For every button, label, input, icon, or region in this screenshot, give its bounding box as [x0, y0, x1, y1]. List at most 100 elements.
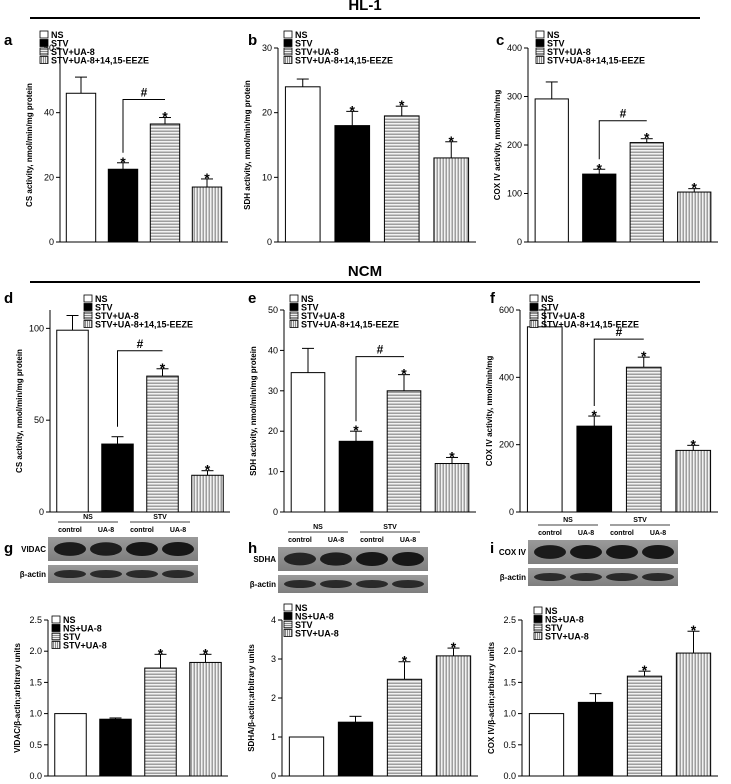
panel-letter: f — [490, 290, 496, 307]
panel-c: c 0 100 200 300 400 COX IV activity, nmol/min/… — [493, 30, 718, 247]
blot-band — [162, 542, 194, 556]
legend-label: STV+UA-8+14,15-EEZE — [51, 56, 149, 66]
bar-1 — [337, 721, 374, 777]
y-tick-label: 1.5 — [29, 677, 42, 687]
y-tick-label: 2.5 — [29, 615, 42, 625]
y-axis-label: CS activity, nmol/min/mg protein — [25, 83, 34, 207]
legend-swatch — [535, 39, 545, 47]
legend-swatch — [289, 311, 299, 320]
y-tick-label: 400 — [499, 372, 514, 382]
significance-star: * — [449, 448, 455, 464]
y-tick-label: 2.0 — [503, 646, 516, 656]
blot-band — [320, 552, 352, 566]
comparison-hash: # — [620, 107, 627, 121]
legend-label: STV+UA-8 — [63, 641, 107, 651]
blot-band-loading — [90, 570, 122, 578]
significance-star: * — [449, 133, 455, 149]
significance-star: * — [692, 180, 698, 196]
blot-lane-label: UA-8 — [328, 537, 344, 544]
legend-swatch — [283, 603, 293, 612]
legend-swatch — [283, 47, 293, 56]
legend-label: NS — [51, 30, 64, 40]
y-tick-label: 3 — [271, 654, 276, 664]
blot-strip-loading — [278, 575, 428, 593]
legend-label: STV — [295, 39, 313, 49]
blot-band-loading — [534, 573, 566, 581]
legend-label: STV — [541, 303, 559, 313]
y-axis-label: CS activity, nmol/min/mg protein — [15, 349, 24, 473]
bar-0 — [54, 713, 87, 777]
blot-group-label: STV — [633, 517, 647, 524]
significance-star: * — [402, 653, 408, 669]
blot-band — [356, 552, 388, 566]
legend-label: NS — [545, 606, 558, 616]
bar-2 — [625, 366, 662, 513]
bar-1 — [99, 718, 132, 777]
y-tick-label: 2.0 — [29, 646, 42, 656]
legend-label: STV+UA-8 — [301, 311, 345, 321]
y-tick-label: 0 — [517, 237, 522, 247]
panel-letter: c — [496, 32, 504, 49]
blot-band — [284, 552, 316, 566]
legend-swatch — [39, 56, 49, 64]
y-tick-label: 40 — [44, 108, 54, 118]
panel-e: e 0 10 20 30 40 50 SDH activity, nmol/min/mg pr… — [248, 290, 476, 517]
blot-band — [570, 545, 602, 559]
blot-band-loading — [54, 570, 86, 578]
legend-label: STV — [301, 303, 319, 313]
legend-label: STV+UA-8 — [295, 629, 339, 639]
legend-label: STV — [51, 39, 69, 49]
blot-lane-label: control — [130, 527, 154, 534]
bar-0 — [56, 329, 89, 513]
panel-b: b 0 10 20 30 SDH activity, nmol/min/mg protei… — [243, 30, 476, 247]
bar-3 — [433, 157, 470, 243]
blot-lane-label: UA-8 — [170, 527, 186, 534]
blot-band-loading — [356, 580, 388, 588]
panel-letter: b — [248, 32, 257, 49]
y-tick-label: 30 — [268, 386, 278, 396]
y-tick-label: 0.0 — [503, 771, 516, 781]
legend-swatch — [83, 294, 93, 303]
section-header-hl1: HL-1 — [30, 0, 700, 19]
legend-swatch — [529, 311, 539, 320]
legend-label: NS+UA-8 — [63, 624, 102, 634]
blot-lane-label: control — [58, 527, 82, 534]
bar-2 — [149, 123, 181, 243]
y-axis-label: SDH activity, nmol/min/mg protein — [243, 80, 252, 210]
y-tick-label: 0.5 — [503, 740, 516, 750]
western-blot: NS STV control UA-8 control UA-8 VIDAC β-actin — [20, 514, 198, 583]
blot-band — [606, 545, 638, 559]
section-header-ncm: NCM — [30, 263, 700, 283]
comparison-hash: # — [137, 337, 144, 351]
blot-group-label: NS — [563, 517, 573, 524]
legend-swatch — [283, 629, 293, 637]
y-axis-label: COX IV activity, nmol/min/mg — [493, 90, 502, 201]
bar-0 — [284, 86, 321, 243]
blot-target-label: SDHA — [253, 555, 276, 564]
legend-swatch — [289, 303, 299, 311]
legend-label: NS — [301, 294, 314, 304]
legend-label: STV+UA-8 — [541, 311, 585, 321]
blot-band — [126, 542, 158, 556]
legend-label: STV+UA-8 — [545, 632, 589, 642]
y-tick-label: 0 — [39, 507, 44, 517]
panel-letter: i — [490, 540, 494, 557]
bar-1 — [334, 125, 371, 243]
y-tick-label: 1.5 — [503, 677, 516, 687]
blot-strip-loading — [48, 565, 198, 583]
blot-band-loading — [606, 573, 638, 581]
bar-1 — [338, 440, 374, 513]
comparison-hash: # — [141, 86, 148, 100]
blot-band — [392, 552, 424, 566]
legend-swatch — [533, 606, 543, 615]
bar-3 — [675, 652, 712, 777]
y-tick-label: 0.5 — [29, 740, 42, 750]
legend-swatch — [283, 620, 293, 629]
y-tick-label: 10 — [262, 172, 272, 182]
legend-label: NS — [295, 603, 308, 613]
blot-lane-label: control — [360, 537, 384, 544]
legend-label: STV — [95, 303, 113, 313]
legend-swatch — [51, 624, 61, 632]
significance-star: * — [401, 366, 407, 382]
